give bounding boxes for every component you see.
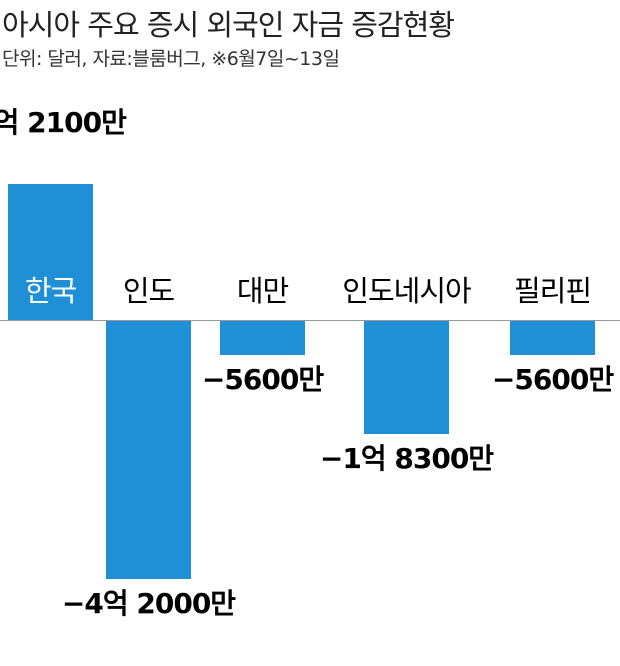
bar [106, 321, 191, 580]
category-label: 인도네시아 [342, 274, 471, 308]
bar [364, 321, 449, 434]
bar [510, 321, 595, 356]
category-label: 인도 [122, 274, 175, 308]
bar [220, 321, 305, 356]
value-label: −5600만 [201, 363, 324, 397]
chart-title: 아시아 주요 증시 외국인 자금 증감현황 [2, 8, 455, 42]
chart-subtitle: 단위: 달러, 자료:블룸버그, ※6월7일~13일 [2, 48, 340, 70]
value-label: 2억 2100만 [0, 106, 127, 140]
category-label: 대만 [236, 274, 289, 308]
value-label: −1억 8300만 [319, 441, 494, 475]
baseline [0, 320, 620, 321]
category-label: 한국 [24, 274, 77, 308]
value-label: −5600만 [491, 363, 614, 397]
value-label: −4억 2000만 [61, 587, 236, 621]
bar [8, 184, 93, 320]
category-label: 필리핀 [513, 274, 592, 308]
